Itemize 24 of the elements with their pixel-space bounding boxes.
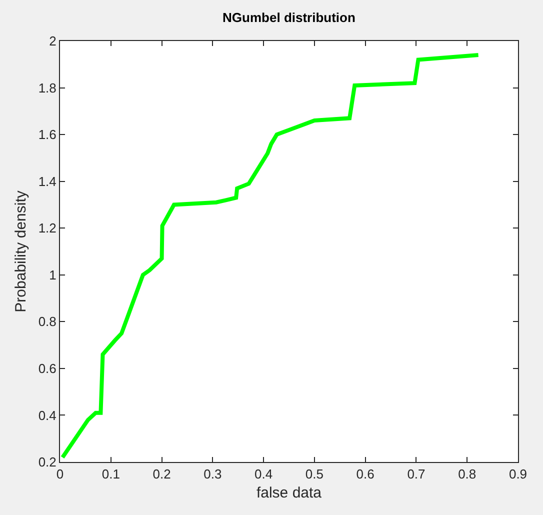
y-tick-label: 2 <box>49 34 56 49</box>
x-tick-label: 0.3 <box>204 466 222 482</box>
y-tick-label: 1 <box>49 267 56 282</box>
y-tick-label: 0.4 <box>38 408 56 423</box>
x-tick-label: 0 <box>56 466 64 482</box>
x-tick-label: 0.1 <box>102 466 120 482</box>
x-tick-label: 0.8 <box>458 466 476 482</box>
x-tick-label: 0.2 <box>152 466 171 482</box>
x-tick-label: 0.5 <box>305 466 324 482</box>
y-axis-title: Probability density <box>12 190 30 312</box>
line-series <box>60 53 480 460</box>
x-tick-label: 0.7 <box>407 466 426 482</box>
y-tick-label: 1.8 <box>38 80 56 96</box>
y-tick-label: 1.4 <box>38 174 56 189</box>
y-tick-label: 0.8 <box>38 314 56 330</box>
y-tick-label: 0.6 <box>38 360 56 376</box>
x-axis-title: false data <box>256 484 322 502</box>
y-tick-label: 0.2 <box>38 454 56 470</box>
y-tick-label: 1.2 <box>38 220 56 236</box>
x-tick-label: 0.6 <box>356 466 374 482</box>
y-tick-label: 1.6 <box>38 127 56 142</box>
x-tick-label: 0.4 <box>254 466 273 482</box>
x-tick-label: 0.9 <box>508 466 528 482</box>
chart-title: NGumbel distribution <box>222 10 356 25</box>
